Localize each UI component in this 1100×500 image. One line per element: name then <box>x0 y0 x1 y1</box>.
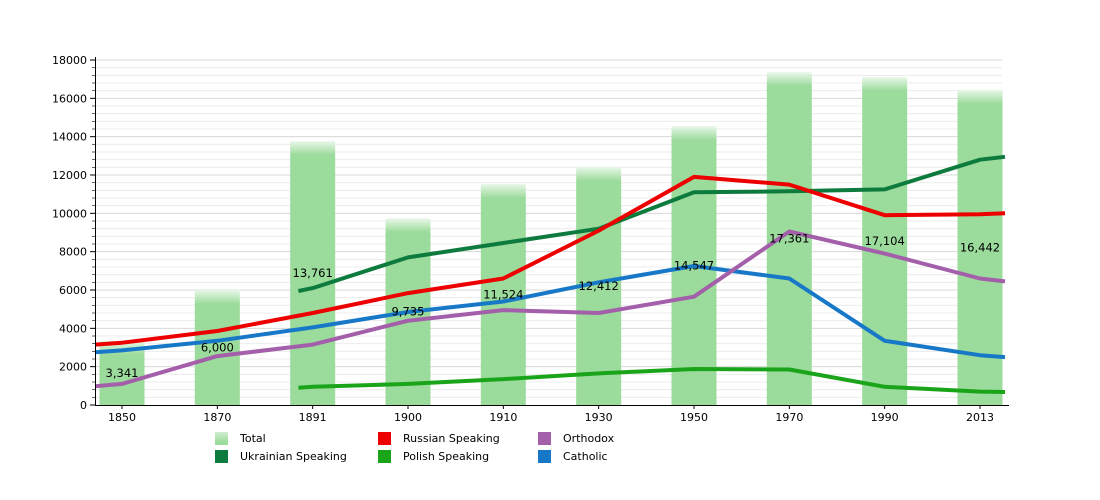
bar-total-1910 <box>480 184 526 405</box>
bar-label-1970: 17,361 <box>769 232 809 246</box>
bar-total-1990 <box>862 77 908 405</box>
x-tick-label-1930: 1930 <box>585 411 613 424</box>
y-tick-label-10000: 10000 <box>52 207 87 220</box>
legend-item-ukrainian-speaking: Ukrainian Speaking <box>215 449 347 463</box>
x-tick-label-1900: 1900 <box>394 411 422 424</box>
bar-total-1970 <box>766 72 812 405</box>
y-tick-label-2000: 2000 <box>59 361 87 374</box>
line-orthodox <box>94 229 1006 389</box>
x-tick-label-1970: 1970 <box>775 411 803 424</box>
bar-label-1850: 3,341 <box>106 366 139 380</box>
y-tick-label-8000: 8000 <box>59 246 87 259</box>
bar-label-1870: 6,000 <box>201 341 234 355</box>
line-russian-speaking <box>94 174 1006 347</box>
bar-total-1891 <box>290 141 336 405</box>
legend-item-russian-speaking: Russian Speaking <box>378 431 500 445</box>
x-tick-label-1870: 1870 <box>203 411 231 424</box>
x-tick-label-1910: 1910 <box>489 411 517 424</box>
legend-swatch-ukrainian-speaking <box>215 449 228 463</box>
bar-label-1910: 11,524 <box>483 288 523 302</box>
x-tick-label-1891: 1891 <box>299 411 327 424</box>
legend-swatch-polish-speaking <box>378 449 391 463</box>
gridlines-major <box>95 59 1002 368</box>
x-tick-label-1950: 1950 <box>680 411 708 424</box>
axes <box>95 57 1009 406</box>
line-catholic <box>94 264 1006 360</box>
legend-label-total: Total <box>240 431 266 445</box>
legend-item-catholic: Catholic <box>538 449 608 463</box>
line-series <box>94 154 1006 394</box>
legend-item-orthodox: Orthodox <box>538 431 614 445</box>
bar-label-1891: 13,761 <box>293 266 333 280</box>
bar-total-1870 <box>194 290 240 405</box>
legend-label-russian-speaking: Russian Speaking <box>403 431 500 445</box>
legend-item-polish-speaking: Polish Speaking <box>378 449 489 463</box>
bars-total <box>99 72 1003 406</box>
legend-label-catholic: Catholic <box>563 449 608 463</box>
legend-swatch-catholic <box>538 449 551 463</box>
y-tick-label-14000: 14000 <box>52 131 87 144</box>
legend-item-total: Total <box>215 431 266 445</box>
legend-label-ukrainian-speaking: Ukrainian Speaking <box>240 449 347 463</box>
bar-label-1930: 12,412 <box>579 279 619 293</box>
y-tick-label-16000: 16000 <box>52 92 87 105</box>
y-tick-label-4000: 4000 <box>59 322 87 335</box>
legend-swatch-russian-speaking <box>378 431 391 445</box>
legend-label-polish-speaking: Polish Speaking <box>403 449 490 463</box>
bar-label-1990: 17,104 <box>865 234 905 248</box>
y-tick-label-0: 0 <box>80 399 87 412</box>
legend-swatch-orthodox <box>538 431 551 445</box>
x-tick-label-1850: 1850 <box>108 411 136 424</box>
y-tick-label-18000: 18000 <box>52 54 87 67</box>
legend-label-orthodox: Orthodox <box>563 431 615 445</box>
bar-value-labels: 3,341 6,000 13,761 9,735 11,524 12,412 14,547 1… <box>106 232 1001 380</box>
legend-swatch-total <box>215 431 228 445</box>
x-tick-label-2013: 2013 <box>966 411 994 424</box>
y-tick-label-12000: 12000 <box>52 169 87 182</box>
bar-label-2013: 16,442 <box>960 240 1000 254</box>
chart-canvas: 3,341 6,000 13,761 9,735 11,524 12,412 14,547 1… <box>52 54 1009 424</box>
bar-label-1900: 9,735 <box>392 305 425 319</box>
x-tick-label-1990: 1990 <box>871 411 899 424</box>
bar-label-1950: 14,547 <box>674 259 714 273</box>
x-axis-ticks: 1850 1870 1891 1900 1910 1930 1950 1970 1990 2013 <box>108 405 994 424</box>
line-ukrainian-speaking <box>298 154 1006 293</box>
line-polish-speaking <box>298 367 1006 394</box>
y-tick-label-6000: 6000 <box>59 284 87 297</box>
y-axis-ticks: 0 2000 4000 6000 8000 10000 12000 14000 16000 180… <box>52 54 95 412</box>
